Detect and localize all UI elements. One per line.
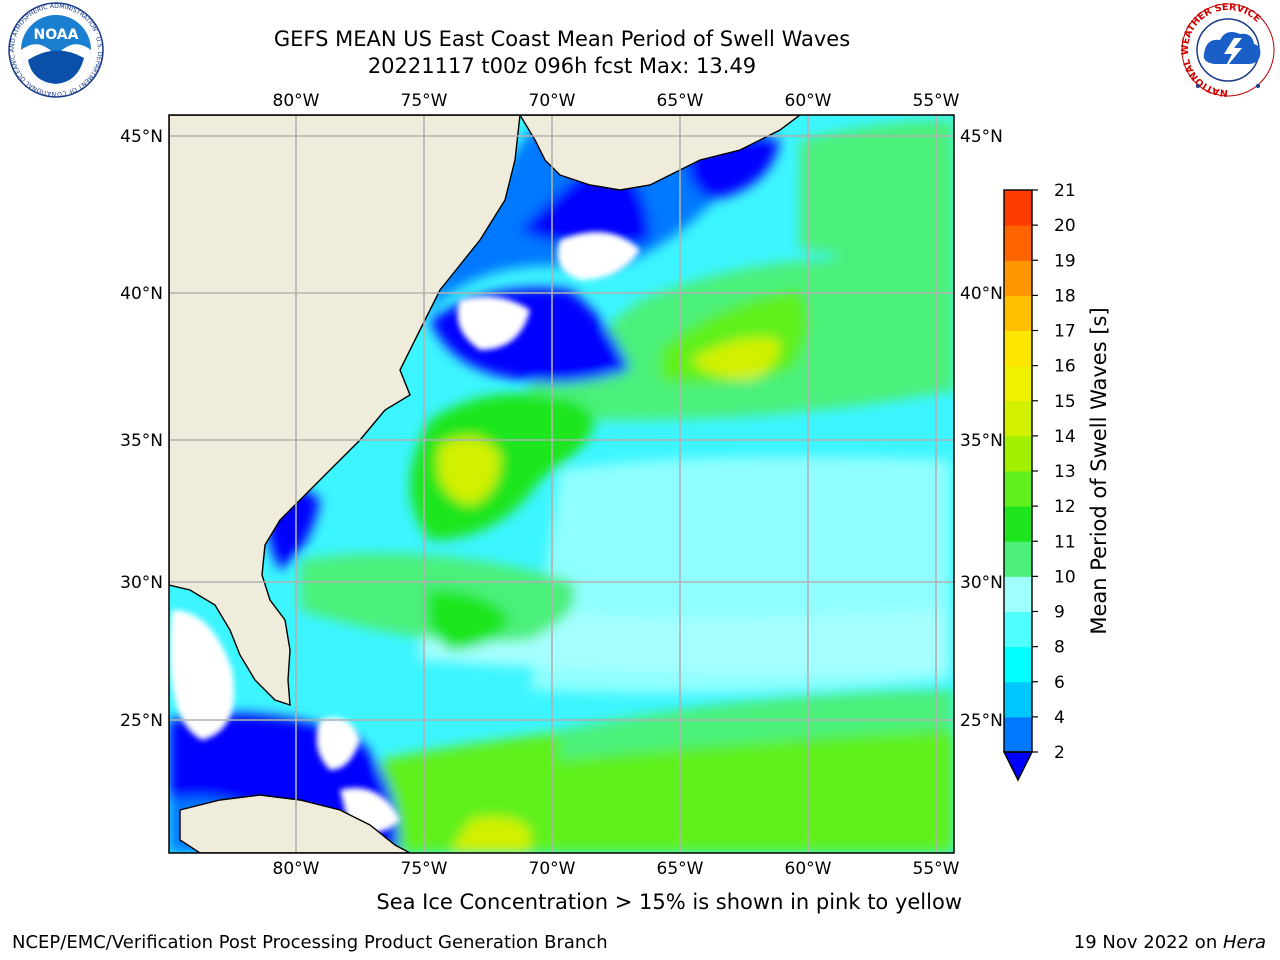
lat-label: 45°N bbox=[120, 127, 163, 147]
colorbar-tick-label: 4 bbox=[1054, 708, 1065, 728]
lon-label: 75°W bbox=[401, 859, 448, 879]
lon-label: 60°W bbox=[785, 91, 832, 111]
footer-date-text: 19 Nov 2022 on bbox=[1073, 932, 1223, 953]
lon-label: 70°W bbox=[529, 91, 576, 111]
colorbar-tick-label: 11 bbox=[1054, 532, 1076, 552]
nws-logo: NATIONAL WEATHER SERVICE bbox=[1180, 2, 1275, 98]
lon-label: 65°W bbox=[657, 91, 704, 111]
lat-label: 30°N bbox=[120, 573, 163, 593]
colorbar-bin bbox=[1004, 435, 1032, 472]
lat-label: 25°N bbox=[960, 711, 1003, 731]
colorbar-tick-label: 20 bbox=[1054, 216, 1076, 236]
lat-label: 35°N bbox=[120, 431, 163, 451]
footer-host: Hera bbox=[1222, 932, 1266, 953]
lon-label: 55°W bbox=[913, 859, 960, 879]
colorbar-bin bbox=[1004, 506, 1032, 542]
lat-label: 45°N bbox=[960, 127, 1003, 147]
lon-label: 80°W bbox=[273, 91, 320, 111]
lat-label: 35°N bbox=[960, 431, 1003, 451]
lon-label: 60°W bbox=[785, 859, 832, 879]
colorbar-bin bbox=[1004, 190, 1032, 226]
colorbar-bin bbox=[1004, 365, 1032, 402]
colorbar-tick-label: 16 bbox=[1054, 357, 1076, 377]
colorbar-bin bbox=[1004, 541, 1032, 577]
lon-label: 80°W bbox=[273, 859, 320, 879]
map-frame bbox=[168, 114, 955, 854]
colorbar: 2 4 6 8 9 10 11 12 13 14 15 16 17 18 19 20 21 bbox=[1002, 181, 1076, 782]
colorbar-tick-label: 21 bbox=[1054, 181, 1076, 201]
colorbar-tick-label: 19 bbox=[1054, 251, 1076, 271]
lon-label: 75°W bbox=[401, 91, 448, 111]
lon-labels-bottom: 80°W 75°W 70°W 65°W 60°W 55°W bbox=[273, 859, 960, 879]
caption-sea-ice: Sea Ice Concentration > 15% is shown in … bbox=[376, 890, 962, 914]
colorbar-label: Mean Period of Swell Waves [s] bbox=[1087, 307, 1111, 634]
colorbar-tick-label: 17 bbox=[1054, 322, 1076, 342]
lat-label: 25°N bbox=[120, 711, 163, 731]
colorbar-tick-label: 13 bbox=[1054, 462, 1076, 482]
land bbox=[169, 115, 802, 853]
lon-label: 70°W bbox=[529, 859, 576, 879]
colorbar-bin bbox=[1004, 471, 1032, 507]
no-data-areas bbox=[170, 232, 640, 834]
noaa-logo: NATIONAL OCEANIC AND ATMOSPHERIC ADMINIS… bbox=[4, 2, 104, 98]
colorbar-bin bbox=[1004, 295, 1032, 331]
colorbar-tick-label: 8 bbox=[1054, 638, 1065, 658]
map-subtitle: 20221117 t00z 096h fcst Max: 13.49 bbox=[367, 54, 757, 78]
colorbar-tick-label: 2 bbox=[1054, 743, 1065, 763]
graticule bbox=[169, 115, 954, 853]
colorbar-tick-label: 18 bbox=[1054, 286, 1076, 306]
colorbar-bin bbox=[1004, 260, 1032, 296]
colorbar-tick-label: 9 bbox=[1054, 603, 1065, 623]
colorbar-tick-label: 15 bbox=[1054, 392, 1076, 412]
lon-label: 65°W bbox=[657, 859, 704, 879]
colorbar-extend-arrow bbox=[1002, 751, 1034, 782]
lon-labels-top: 80°W 75°W 70°W 65°W 60°W 55°W bbox=[273, 91, 960, 111]
lat-label: 30°N bbox=[960, 573, 1003, 593]
footer-date: 19 Nov 2022 on Hera bbox=[1074, 932, 1266, 953]
lat-label: 40°N bbox=[120, 284, 163, 304]
colorbar-tick-label: 14 bbox=[1054, 427, 1076, 447]
colorbar-tick-label: 10 bbox=[1054, 567, 1076, 587]
colorbar-bin bbox=[1004, 576, 1032, 612]
colorbar-bin bbox=[1004, 330, 1032, 367]
colorbar-bin bbox=[1004, 400, 1032, 437]
lat-labels-left: 45°N 40°N 35°N 30°N 25°N bbox=[120, 127, 163, 731]
lat-label: 40°N bbox=[960, 284, 1003, 304]
colorbar-bin bbox=[1004, 646, 1032, 683]
colorbar-tick-label: 12 bbox=[1054, 497, 1076, 517]
colorbar-tick-label: 6 bbox=[1054, 673, 1065, 693]
svg-text:NOAA: NOAA bbox=[34, 27, 79, 43]
map-title: GEFS MEAN US East Coast Mean Period of S… bbox=[273, 27, 851, 51]
lat-labels-right: 45°N 40°N 35°N 30°N 25°N bbox=[960, 127, 1003, 731]
footer-credit: NCEP/EMC/Verification Post Processing Pr… bbox=[12, 932, 608, 953]
colorbar-bin bbox=[1004, 716, 1032, 753]
lon-label: 55°W bbox=[913, 91, 960, 111]
colorbar-bin bbox=[1004, 611, 1032, 648]
map-panel bbox=[169, 115, 954, 853]
colorbar-bin bbox=[1004, 225, 1032, 261]
colorbar-bin bbox=[1004, 681, 1032, 718]
